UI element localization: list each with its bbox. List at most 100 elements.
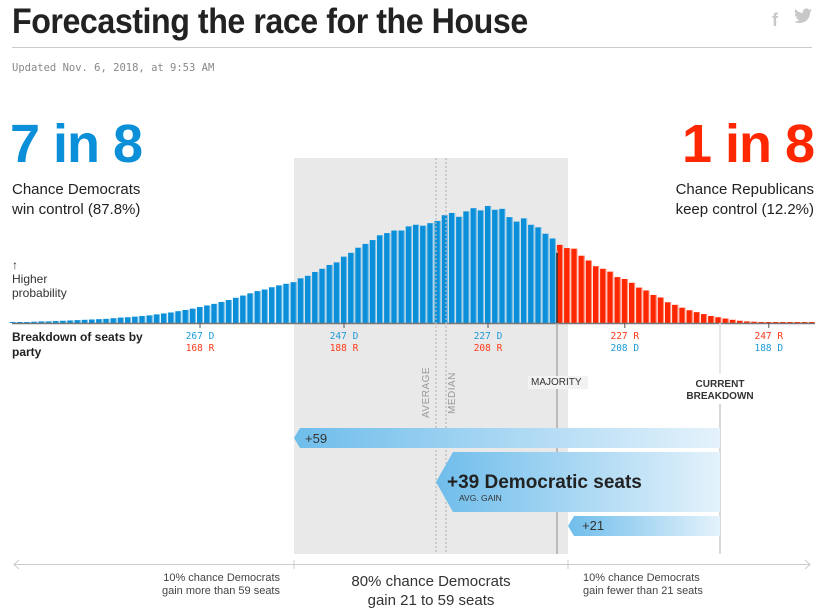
bar-edge [216,303,218,323]
bar [103,318,110,323]
bar [168,312,175,323]
bar-edge [756,321,758,323]
x-axis-label: Breakdown of seats by party [12,330,143,360]
bar [412,224,420,323]
bar-edge [626,278,628,323]
bar [780,322,787,323]
bar [794,322,801,323]
bar [513,221,520,323]
bar [16,322,24,323]
bottom-right-note: 10% chance Democrats gain fewer than 21 … [583,572,703,598]
rep-chance-line1: Chance Republicans [675,181,814,198]
bar [211,303,218,323]
bar-edge [245,295,247,323]
bar-edge [338,262,340,323]
bar-edge [382,235,384,323]
bar [96,319,103,323]
bar [636,287,643,323]
bar-edge [569,248,571,323]
bar [628,282,636,323]
bar-edge [446,215,448,323]
bar-edge [158,314,160,323]
bar [477,210,484,323]
bar-edge [706,314,708,323]
bar [578,255,585,323]
bar [420,225,427,323]
bar [31,321,38,323]
bar [520,218,528,323]
rep-odds: 1 in 8 [681,114,815,174]
bar-edge [655,294,657,323]
bar [247,293,254,323]
bar-edge [425,225,427,323]
breakdown-line1: Breakdown of seats by [12,330,143,344]
bar [398,230,405,323]
bar-edge [720,317,722,323]
bar [456,216,463,323]
bar [664,302,672,323]
bar-edge [58,321,60,323]
bar [117,317,124,323]
dem-chance-text: Chance Democrats win control (87.8%) [12,180,140,220]
bar [751,321,758,323]
bar-edge [662,297,664,323]
y-axis-label: ↑ Higher probability [12,258,67,300]
bar-edge [36,321,38,323]
bottom-right-line1: 10% chance Democrats [583,572,700,584]
bar [333,262,340,323]
average-label: AVERAGE [421,366,432,418]
bar-edge [504,208,506,323]
facebook-icon[interactable]: f [772,10,778,30]
high-gain-label: +59 [305,431,328,446]
bar [686,310,693,323]
dem-odds: 7 in 8 [10,114,143,174]
bar [528,224,535,323]
bar-edge [612,271,614,323]
bar [484,205,492,323]
tick-label-top: 247 D [329,331,359,342]
bar-edge [547,233,549,323]
bar-edge [202,307,204,323]
bar [261,289,268,323]
bar-edge [792,322,794,323]
bar-edge [324,268,326,323]
bar-edge [432,223,434,323]
bar-edge [281,285,283,323]
bar-edge [288,283,290,323]
bar [110,318,117,323]
bottom-left-line1: 10% chance Democrats [163,572,280,584]
bar-edge [598,266,600,323]
bar [693,312,700,323]
bar-edge [734,319,736,323]
bar-edge [252,293,254,323]
bar-edge [778,322,780,323]
bar-edge [209,305,211,323]
bar [254,291,261,323]
bar-edge [238,297,240,323]
bar [240,295,247,323]
bar-edge [619,277,621,323]
bar-edge [86,319,88,323]
bar [304,275,312,323]
arrow-up-icon: ↑ [12,258,18,272]
tick-label-bottom: 168 R [185,343,215,354]
bar [708,315,715,323]
bar [326,264,333,323]
bar-edge [590,260,592,323]
bar [160,313,168,323]
bar [204,305,211,323]
bar [232,297,240,323]
bar [290,282,297,323]
tick-label: 267 D 168 R [170,331,230,355]
rep-chance-line2: keep control (12.2%) [675,201,814,218]
tick-label-bottom: 188 D [754,343,784,354]
bar [362,243,369,323]
tick-label-top: 227 R [610,331,640,342]
bar [348,252,355,323]
current-line2: BREAKDOWN [686,391,754,402]
bar-edge [187,309,189,323]
avg-gain-arrow [436,452,720,512]
twitter-icon[interactable] [794,8,812,29]
bar-edge [317,271,319,323]
